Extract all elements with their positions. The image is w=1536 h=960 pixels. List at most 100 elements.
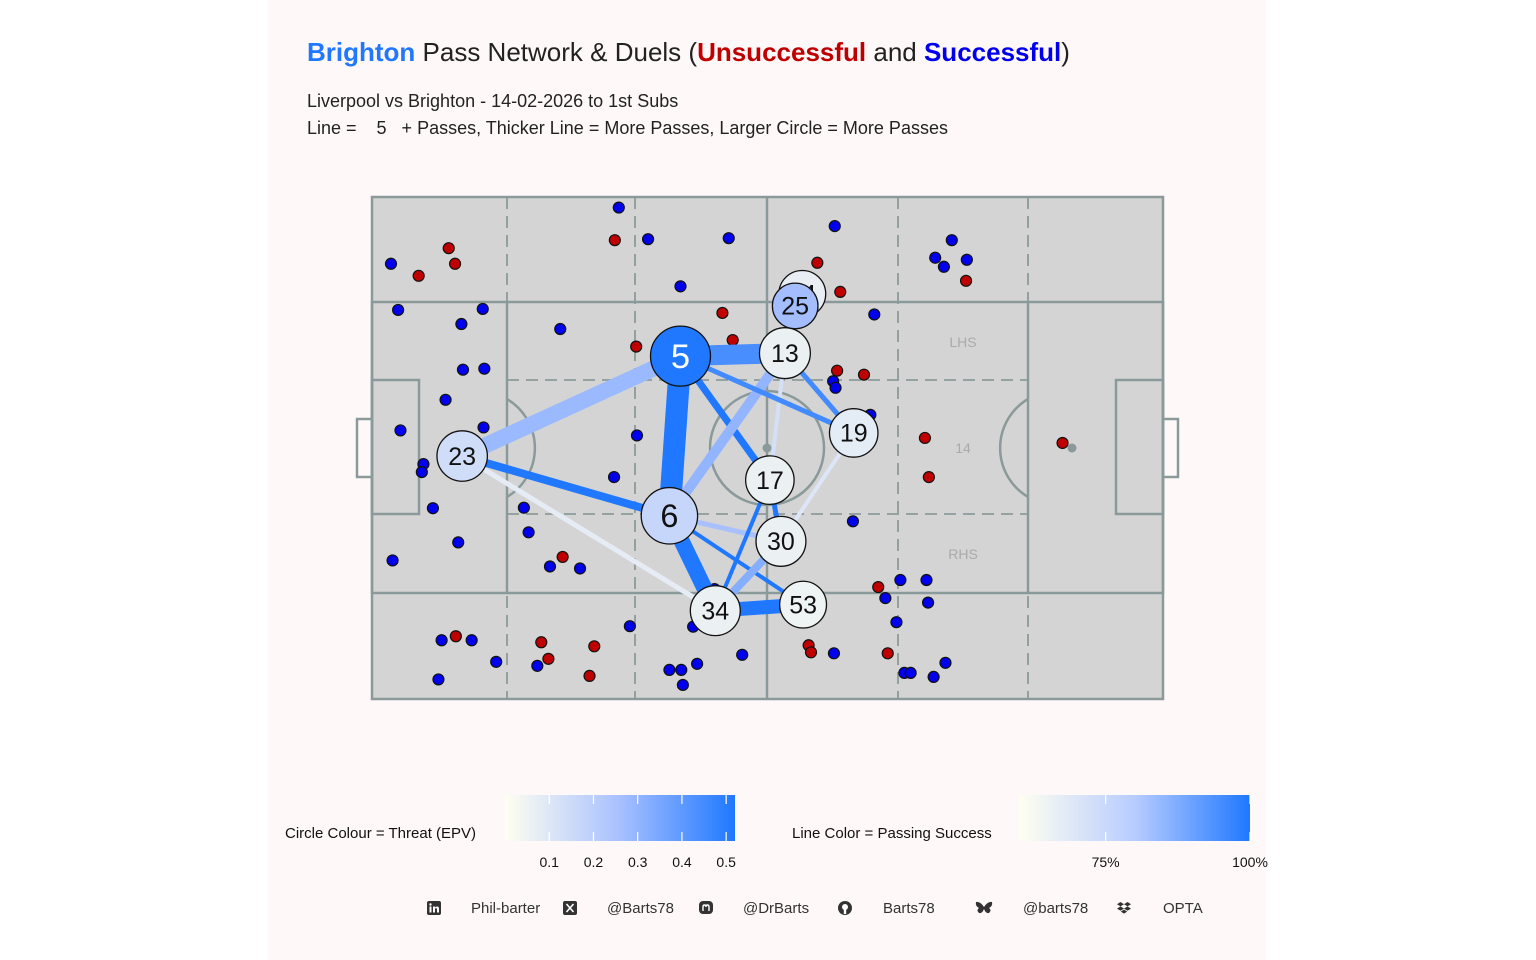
- duel-successful: [415, 465, 428, 479]
- epv-colorbar: [505, 795, 735, 841]
- duel-successful: [607, 471, 621, 484]
- duel-unsuccessful: [959, 274, 973, 287]
- duel-successful: [868, 308, 881, 321]
- duel-unsuccessful: [608, 234, 621, 247]
- chart-title: Brighton Pass Network & Duels (Unsuccess…: [307, 37, 1070, 68]
- duel-successful: [522, 526, 535, 539]
- player-circle: [758, 327, 811, 380]
- duel-successful: [894, 573, 907, 587]
- lhs-label: LHS: [949, 334, 976, 350]
- player-circle: [755, 515, 807, 567]
- duel-successful: [623, 620, 636, 633]
- duel-unsuccessful: [831, 364, 844, 377]
- duel-successful: [439, 393, 452, 406]
- player-circle: [744, 455, 795, 506]
- duel-unsuccessful: [542, 652, 555, 665]
- epv-colorbar-ticks: [548, 795, 727, 841]
- duel-successful: [846, 515, 860, 528]
- left-penalty-arc: [506, 397, 537, 499]
- left-goal: [355, 417, 374, 479]
- duel-successful: [630, 429, 644, 442]
- duel-markers: [384, 201, 1069, 692]
- mastodon-handle[interactable]: @DrBarts: [743, 900, 810, 917]
- duel-unsuccessful: [857, 368, 871, 381]
- x-icon[interactable]: [563, 901, 577, 915]
- github-icon[interactable]: [838, 901, 852, 915]
- duel-successful: [386, 554, 399, 567]
- mastodon-icon[interactable]: [699, 901, 713, 915]
- duel-successful: [929, 251, 942, 264]
- duel-unsuccessful: [834, 285, 847, 298]
- duel-unsuccessful: [726, 333, 739, 347]
- colorbar-tick-label: 0.2: [583, 854, 604, 870]
- footer: Phil-barter @Barts78 @DrBarts Barts78 @b…: [0, 900, 1536, 924]
- title-and: and: [866, 37, 924, 67]
- player-number: 19: [840, 420, 868, 448]
- duel-successful: [939, 656, 952, 669]
- player-circle: [640, 486, 699, 545]
- duel-unsuccessful: [881, 647, 894, 660]
- success-legend-label: Line Color = Passing Success: [792, 825, 992, 842]
- duel-unsuccessful: [448, 257, 462, 270]
- penalty-spot: [1067, 443, 1077, 453]
- duel-successful: [927, 670, 940, 684]
- duel-successful: [676, 678, 689, 692]
- duel-unsuccessful: [412, 269, 425, 282]
- duel-successful: [675, 663, 688, 676]
- duel-successful: [904, 666, 917, 679]
- linkedin-icon[interactable]: [427, 901, 441, 915]
- pass-line-5-23: [458, 348, 684, 464]
- title-successful: Successful: [923, 37, 1062, 67]
- duel-unsuccessful: [535, 636, 548, 649]
- success-colorbar-ticks: [1105, 795, 1251, 841]
- pass-line-13-6: [665, 350, 789, 519]
- player-circle: [436, 430, 489, 482]
- player-node-6: 6: [640, 486, 699, 545]
- duel-successful: [476, 302, 489, 316]
- centre-zone-label: 14: [955, 440, 971, 456]
- player-number: 34: [701, 597, 729, 625]
- github-handle[interactable]: Barts78: [883, 900, 935, 917]
- player-node-23: 23: [436, 430, 489, 482]
- duel-unsuccessful: [1056, 436, 1069, 450]
- player-circle: [779, 580, 828, 629]
- duel-successful: [477, 421, 490, 434]
- title-unsuccessful: Unsuccessful: [697, 37, 867, 67]
- duel-successful: [879, 591, 892, 605]
- duel-unsuccessful: [716, 306, 729, 320]
- player-number: 23: [448, 443, 476, 471]
- colorbar-tick-label: 0.5: [716, 854, 736, 870]
- centre-spot: [762, 443, 772, 453]
- duel-successful: [531, 659, 544, 672]
- duel-successful: [829, 381, 842, 394]
- bluesky-icon[interactable]: [975, 901, 993, 915]
- dropbox-icon[interactable]: [1117, 901, 1131, 915]
- duel-successful: [945, 234, 958, 247]
- duel-unsuccessful: [922, 471, 935, 484]
- linkedin-handle[interactable]: Phil-barter: [471, 900, 541, 917]
- colorbar-tick-label: 75%: [1091, 854, 1120, 870]
- right-penalty-arc: [998, 397, 1029, 499]
- duel-unsuccessful: [872, 580, 885, 594]
- subtitle-match: Liverpool vs Brighton - 14-02-2026 to 1s…: [307, 91, 679, 111]
- colorbar-tick-label: 0.4: [672, 854, 692, 870]
- x-handle[interactable]: @Barts78: [607, 900, 674, 917]
- colorbar-tick-label: 0.3: [627, 854, 648, 870]
- player-node-13: 13: [758, 327, 811, 380]
- player-node-17: 17: [744, 455, 795, 506]
- duel-successful: [691, 657, 704, 670]
- duel-successful: [937, 260, 950, 273]
- bluesky-handle[interactable]: @barts78: [1023, 900, 1089, 917]
- duel-successful: [432, 673, 445, 686]
- duel-successful: [554, 322, 567, 336]
- duel-successful: [490, 655, 503, 668]
- duel-successful: [663, 663, 676, 676]
- duel-successful: [384, 257, 398, 270]
- duel-successful: [920, 573, 933, 587]
- duel-unsuccessful: [556, 550, 569, 564]
- colorbar-tick-label: 0.1: [539, 854, 559, 870]
- duel-unsuccessful: [918, 431, 932, 445]
- player-number: 13: [771, 340, 799, 368]
- duel-successful: [456, 363, 470, 376]
- duel-successful: [426, 502, 440, 515]
